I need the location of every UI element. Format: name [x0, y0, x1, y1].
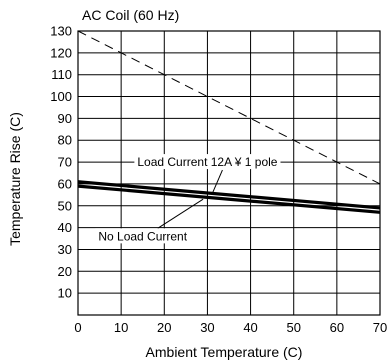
annotation-label-1: No Load Current [98, 229, 187, 243]
x-tick-label: 10 [114, 320, 128, 335]
y-axis-title: Temperature Rise (C) [7, 112, 23, 246]
series-line-1 [77, 184, 381, 214]
y-tick-label: 60 [58, 176, 72, 191]
y-tick-label: 110 [51, 67, 72, 82]
series-layer [77, 30, 381, 214]
y-tick-label: 90 [58, 111, 72, 126]
x-tick-label: 40 [243, 320, 257, 335]
annotations: Load Current 12A ¥ 1 pole No Load Current [95, 154, 281, 244]
plot-frame [77, 30, 381, 316]
annotation-bg-1 [95, 228, 191, 244]
series-line-2 [77, 30, 381, 185]
y-tick-label: 10 [58, 286, 72, 301]
series-line-0 [77, 180, 381, 210]
ticks-layer: 10 20 30 40 50 60 70 80 90 100 110 120 130 0 10 20 30 40 5… [50, 24, 387, 336]
y-tick-label: 20 [58, 264, 72, 279]
y-tick-label: 80 [58, 133, 72, 148]
x-tick-label: 50 [286, 320, 300, 335]
x-tick-label: 60 [330, 320, 344, 335]
y-tick-label: 50 [58, 198, 72, 213]
y-tick-label: 70 [58, 155, 72, 170]
grid [77, 30, 381, 316]
annotation-bg-0 [134, 154, 281, 170]
annotation-label-0: Load Current 12A ¥ 1 pole [137, 155, 277, 169]
x-tick-label: 70 [373, 320, 387, 335]
x-tick-label: 0 [74, 320, 81, 335]
y-tick-label: 30 [58, 242, 72, 257]
x-tick-label: 20 [157, 320, 171, 335]
y-tick-label: 40 [58, 220, 72, 235]
annotation-leader-1 [157, 198, 204, 229]
y-tick-label: 100 [50, 89, 72, 104]
x-tick-label: 30 [200, 320, 214, 335]
annotation-leader-0 [211, 169, 223, 196]
x-axis-title: Ambient Temperature (C) [146, 344, 303, 360]
chart-title: AC Coil (60 Hz) [82, 7, 179, 23]
y-tick-label: 120 [50, 45, 72, 60]
y-tick-label: 130 [50, 24, 72, 39]
